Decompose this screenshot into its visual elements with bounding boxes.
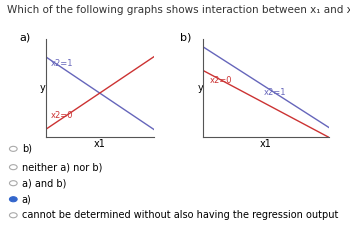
- Text: b): b): [22, 144, 32, 154]
- Text: Which of the following graphs shows interaction between x₁ and x₂ in their effec: Which of the following graphs shows inte…: [7, 5, 350, 15]
- Text: a) and b): a) and b): [22, 178, 66, 188]
- Text: x2=1: x2=1: [51, 59, 74, 68]
- Text: a): a): [19, 32, 30, 42]
- Text: cannot be determined without also having the regression output: cannot be determined without also having…: [22, 210, 338, 220]
- X-axis label: x1: x1: [94, 139, 106, 149]
- Text: b): b): [180, 32, 192, 42]
- Text: x2=0: x2=0: [209, 76, 232, 85]
- Y-axis label: y: y: [40, 83, 46, 93]
- Text: x2=1: x2=1: [264, 88, 286, 97]
- Y-axis label: y: y: [197, 83, 203, 93]
- Text: a): a): [22, 194, 32, 204]
- Text: x2=0: x2=0: [51, 111, 74, 120]
- X-axis label: x1: x1: [260, 139, 272, 149]
- Text: neither a) nor b): neither a) nor b): [22, 162, 102, 172]
